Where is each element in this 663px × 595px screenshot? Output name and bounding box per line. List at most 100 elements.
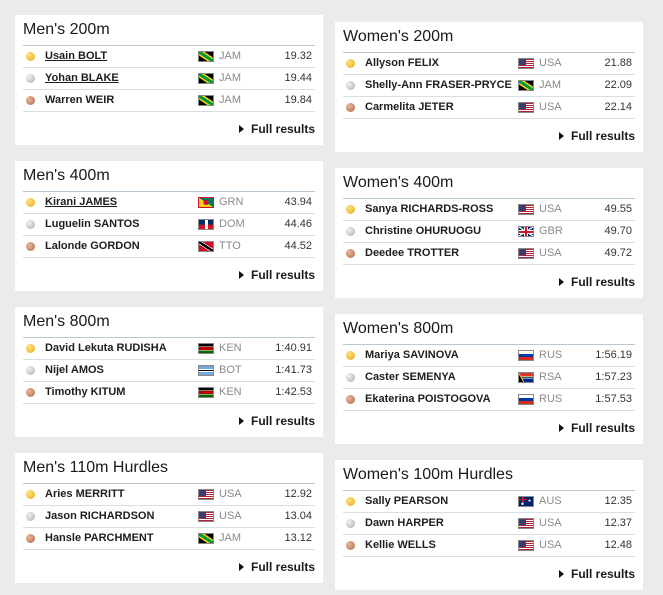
result-row: Shelly-Ann FRASER-PRYCE JAM 22.09 <box>343 75 635 97</box>
result-row: Caster SEMENYA RSA 1:57.23 <box>343 367 635 389</box>
result-time: 19.84 <box>284 94 312 106</box>
result-time: 22.09 <box>604 79 632 91</box>
result-row: Allyson FELIX USA 21.88 <box>343 53 635 75</box>
event-title: Men's 400m <box>23 167 110 184</box>
bronze-medal-icon <box>346 541 355 550</box>
result-row: Sally PEARSON AUS 12.35 <box>343 491 635 513</box>
result-row: Sanya RICHARDS-ROSS USA 49.55 <box>343 199 635 221</box>
bronze-medal-icon <box>26 96 35 105</box>
arrow-right-icon <box>558 132 564 140</box>
result-row: Mariya SAVINOVA RUS 1:56.19 <box>343 345 635 367</box>
bronze-medal-icon <box>26 534 35 543</box>
result-time: 13.04 <box>284 510 312 522</box>
result-time: 12.35 <box>604 495 632 507</box>
athlete-name: Allyson FELIX <box>365 57 439 69</box>
full-results-label: Full results <box>570 129 635 143</box>
arrow-right-icon <box>558 570 564 578</box>
full-results-link[interactable]: Full results <box>238 268 315 282</box>
country-code: RUS <box>539 393 563 405</box>
flag-rus-icon <box>518 394 534 405</box>
event-card-men-s-400m: Men's 400m Kirani JAMES GRN 43.94 Luguelin S… <box>15 161 323 291</box>
result-time: 1:57.23 <box>595 371 632 383</box>
bronze-medal-icon <box>346 103 355 112</box>
result-time: 44.52 <box>284 240 312 252</box>
country-code: KEN <box>219 386 242 398</box>
flag-usa-icon <box>518 518 534 529</box>
country-code: KEN <box>219 342 242 354</box>
flag-rsa-icon <box>518 372 534 383</box>
country-code: GBR <box>539 225 563 237</box>
result-time: 12.48 <box>604 539 632 551</box>
event-title: Women's 100m Hurdles <box>343 466 513 483</box>
athlete-name[interactable]: Yohan BLAKE <box>45 72 119 84</box>
full-results-link[interactable]: Full results <box>558 421 635 435</box>
flag-usa-icon <box>518 248 534 259</box>
full-results-label: Full results <box>570 275 635 289</box>
athlete-name[interactable]: Kirani JAMES <box>45 196 118 208</box>
result-time: 21.88 <box>604 57 632 69</box>
event-title: Women's 800m <box>343 320 454 337</box>
athlete-name[interactable]: Usain BOLT <box>45 50 108 62</box>
country-code: USA <box>539 203 562 215</box>
result-row: Hansle PARCHMENT JAM 13.12 <box>23 528 315 550</box>
full-results-label: Full results <box>250 122 315 136</box>
flag-jam-icon <box>198 51 214 62</box>
result-time: 1:57.53 <box>595 393 632 405</box>
result-row: Luguelin SANTOS DOM 44.46 <box>23 214 315 236</box>
gold-medal-icon <box>26 198 35 207</box>
results-list: Sally PEARSON AUS 12.35 Dawn HARPER USA 12.37… <box>343 490 635 557</box>
result-row: Carmelita JETER USA 22.14 <box>343 97 635 119</box>
full-results-label: Full results <box>570 421 635 435</box>
full-results-link[interactable]: Full results <box>558 275 635 289</box>
result-time: 43.94 <box>284 196 312 208</box>
result-time: 1:40.91 <box>275 342 312 354</box>
result-time: 49.55 <box>604 203 632 215</box>
flag-usa-icon <box>198 489 214 500</box>
results-list: Usain BOLT JAM 19.32 Yohan BLAKE JAM 19.44 War… <box>23 45 315 112</box>
full-results-link[interactable]: Full results <box>238 122 315 136</box>
results-list: David Lekuta RUDISHA KEN 1:40.91 Nijel AMOS… <box>23 337 315 404</box>
event-card-men-s-200m: Men's 200m Usain BOLT JAM 19.32 Yohan BLAKE J… <box>15 15 323 145</box>
bronze-medal-icon <box>346 249 355 258</box>
silver-medal-icon <box>346 373 355 382</box>
flag-gbr-icon <box>518 226 534 237</box>
full-results-link[interactable]: Full results <box>238 414 315 428</box>
athlete-name: David Lekuta RUDISHA <box>45 342 167 354</box>
silver-medal-icon <box>26 74 35 83</box>
full-results-link[interactable]: Full results <box>238 560 315 574</box>
event-card-men-s-800m: Men's 800m David Lekuta RUDISHA KEN 1:40.91… <box>15 307 323 437</box>
athlete-name: Sanya RICHARDS-ROSS <box>365 203 494 215</box>
athlete-name: Nijel AMOS <box>45 364 104 376</box>
flag-grn-icon <box>198 197 214 208</box>
gold-medal-icon <box>26 344 35 353</box>
arrow-right-icon <box>558 424 564 432</box>
result-row: Deedee TROTTER USA 49.72 <box>343 243 635 265</box>
results-list: Allyson FELIX USA 21.88 Shelly-Ann FRASER-P… <box>343 52 635 119</box>
country-code: BOT <box>219 364 242 376</box>
athlete-name: Jason RICHARDSON <box>45 510 155 522</box>
flag-dom-icon <box>198 219 214 230</box>
result-row: Christine OHURUOGU GBR 49.70 <box>343 221 635 243</box>
full-results-link[interactable]: Full results <box>558 129 635 143</box>
flag-aus-icon <box>518 496 534 507</box>
result-row: Dawn HARPER USA 12.37 <box>343 513 635 535</box>
country-code: USA <box>539 517 562 529</box>
flag-jam-icon <box>198 73 214 84</box>
silver-medal-icon <box>26 366 35 375</box>
bronze-medal-icon <box>26 388 35 397</box>
arrow-right-icon <box>238 417 244 425</box>
full-results-label: Full results <box>250 414 315 428</box>
full-results-link[interactable]: Full results <box>558 567 635 581</box>
result-time: 12.37 <box>604 517 632 529</box>
country-code: RUS <box>539 349 563 361</box>
result-time: 13.12 <box>284 532 312 544</box>
flag-usa-icon <box>518 204 534 215</box>
full-results-label: Full results <box>250 560 315 574</box>
athlete-name: Deedee TROTTER <box>365 247 460 259</box>
silver-medal-icon <box>26 512 35 521</box>
country-code: JAM <box>219 532 241 544</box>
results-list: Aries MERRITT USA 12.92 Jason RICHARDSON USA… <box>23 483 315 550</box>
athlete-name: Lalonde GORDON <box>45 240 140 252</box>
country-code: USA <box>539 101 562 113</box>
country-code: USA <box>539 247 562 259</box>
